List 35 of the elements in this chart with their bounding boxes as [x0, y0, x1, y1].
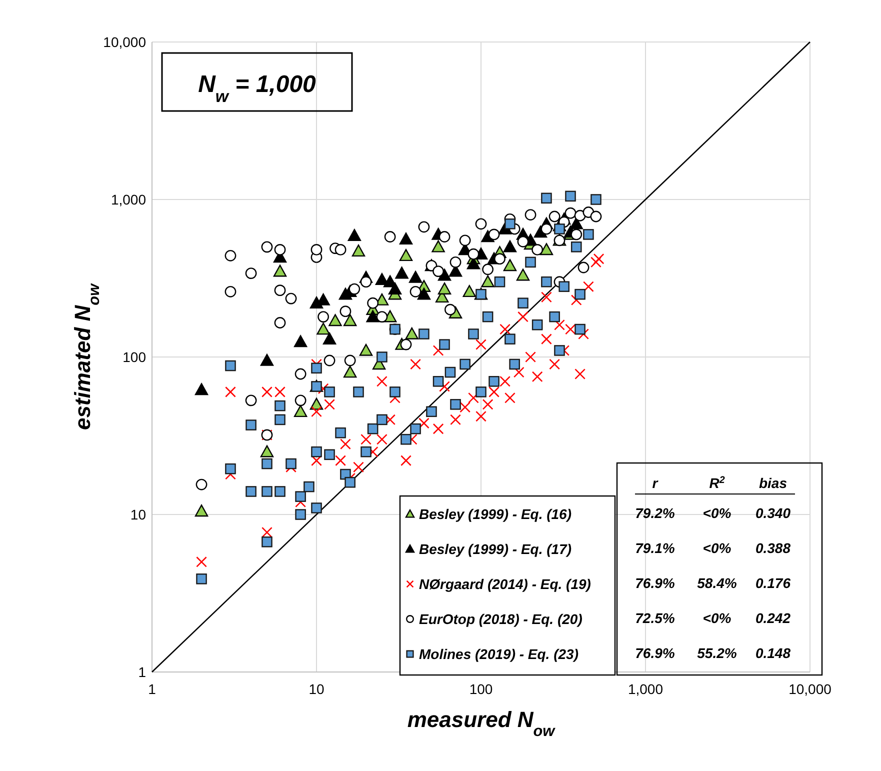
- annotation: 55.2%: [697, 645, 738, 661]
- annotation: R$^{2}$: [709, 474, 726, 491]
- legend-label: EurOtop (2018) - Eq. (20): [419, 611, 583, 627]
- annotation: 79.1%: [635, 540, 676, 556]
- y-tick-label: 1,000: [110, 192, 146, 208]
- annotation: 58.4%: [697, 575, 738, 591]
- annotation: 0.340: [755, 505, 791, 521]
- y-tick-label: 100: [122, 349, 146, 365]
- annotation: 0.148: [755, 645, 791, 661]
- annotation: <0%: [702, 610, 732, 626]
- annotation: 76.9%: [635, 645, 676, 661]
- x-tick-label: 1,000: [628, 681, 664, 697]
- annotation: 76.9%: [635, 575, 676, 591]
- legend-label: Besley (1999) - Eq. (17): [419, 541, 572, 557]
- legend-label: NØrgaard (2014) - Eq. (19): [419, 576, 592, 592]
- x-tick-label: 1: [148, 681, 156, 697]
- annotation: 72.5%: [635, 610, 676, 626]
- annotation: 0.176: [755, 575, 791, 591]
- x-axis-title: measured N$_{ow}$: [407, 707, 556, 740]
- annotation: 0.242: [755, 610, 791, 626]
- y-tick-label: 1: [138, 664, 146, 680]
- y-tick-label: 10: [130, 506, 146, 522]
- x-tick-label: 100: [469, 681, 493, 697]
- legend-label: Besley (1999) - Eq. (16): [419, 506, 572, 522]
- annotation: r: [652, 475, 660, 491]
- annotation: bias: [758, 475, 788, 491]
- x-tick-label: 10,000: [788, 681, 832, 697]
- text: N$_{w}$ = 1,000: [198, 71, 317, 106]
- x-tick-label: 10: [308, 681, 324, 697]
- annotation: <0%: [702, 540, 732, 556]
- annotation: 79.2%: [635, 505, 676, 521]
- y-tick-label: 10,000: [103, 34, 146, 50]
- annotation: 0.388: [755, 540, 791, 556]
- annotation: <0%: [702, 505, 732, 521]
- legend-label: Molines (2019) - Eq. (23): [419, 646, 579, 662]
